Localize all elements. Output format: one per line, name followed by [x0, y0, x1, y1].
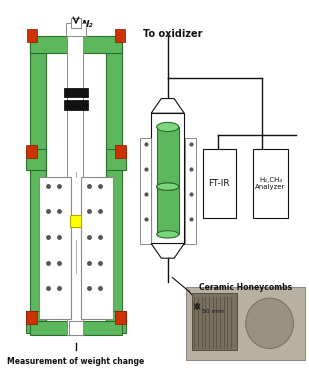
Text: H₂,CH₄
Analyzer: H₂,CH₄ Analyzer [255, 177, 286, 190]
Bar [64, 100, 88, 110]
Text: 50 mm: 50 mm [202, 309, 224, 314]
Ellipse shape [246, 298, 294, 348]
Bar [157, 187, 179, 234]
Bar [64, 87, 88, 97]
Text: Measurement of weight change: Measurement of weight change [7, 357, 145, 366]
Bar [106, 36, 122, 321]
Bar [69, 321, 83, 335]
Bar [71, 18, 81, 28]
Bar [106, 311, 126, 333]
Bar [253, 149, 288, 218]
Text: N₂: N₂ [82, 20, 93, 28]
Bar [203, 149, 235, 218]
Bar [81, 177, 113, 319]
Bar [66, 23, 86, 36]
Bar [70, 215, 82, 227]
Bar [140, 138, 151, 244]
Ellipse shape [157, 183, 179, 190]
Polygon shape [151, 244, 184, 258]
Bar [116, 29, 125, 42]
Ellipse shape [157, 231, 179, 238]
Bar [26, 149, 46, 170]
Bar [30, 36, 46, 321]
Bar [193, 293, 236, 350]
Text: FT-IR: FT-IR [208, 179, 230, 188]
Bar [39, 177, 71, 319]
Bar [116, 146, 126, 158]
Bar [30, 36, 122, 53]
Bar [30, 321, 122, 335]
Bar [26, 146, 36, 158]
Text: Ceramic Honeycombs: Ceramic Honeycombs [199, 283, 292, 292]
Bar [151, 113, 184, 244]
Bar [157, 127, 179, 187]
Bar [27, 29, 36, 42]
Bar [26, 311, 36, 324]
Text: To oxidizer: To oxidizer [142, 29, 202, 39]
Bar [185, 138, 196, 244]
Bar [26, 311, 46, 333]
Polygon shape [151, 99, 184, 113]
Bar [106, 149, 126, 170]
Bar [67, 30, 83, 335]
Bar [116, 311, 126, 324]
Ellipse shape [157, 183, 179, 190]
Ellipse shape [157, 122, 179, 132]
Bar [186, 287, 305, 360]
